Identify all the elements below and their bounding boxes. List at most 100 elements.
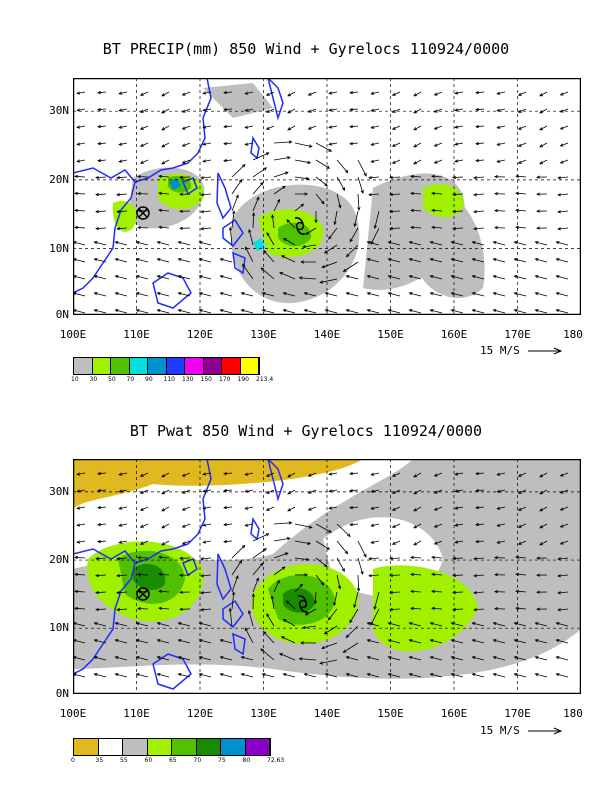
y-tick-label: 20N (49, 553, 69, 567)
wind-vector (370, 142, 380, 146)
colorbar-swatch (74, 739, 99, 755)
wind-vector (413, 472, 422, 478)
wind-vector (161, 506, 170, 512)
wind-vector (198, 639, 212, 644)
x-tick-label: 170E (504, 707, 531, 720)
wind-vector (366, 656, 380, 661)
colorbar-label: 170 (219, 376, 231, 383)
wind-vector (97, 90, 107, 95)
colorbar-label: 55 (120, 757, 128, 764)
wind-vector (97, 471, 107, 476)
wind-vector (300, 641, 317, 645)
wind-vector (76, 108, 86, 112)
wind-vector (198, 673, 212, 678)
wind-vector (349, 124, 359, 129)
wind-vector (179, 556, 191, 560)
wind-vector (555, 622, 569, 627)
wind-vector (287, 108, 296, 114)
wind-vector (97, 107, 107, 112)
wind-vector (370, 91, 380, 95)
wind-vector (475, 488, 485, 493)
wind-vector (118, 125, 128, 129)
wind-vector (177, 656, 191, 661)
wind-vector (373, 210, 380, 230)
wind-vector (139, 540, 149, 545)
wind-vector (494, 607, 506, 611)
wind-vector (223, 471, 233, 476)
wind-vector (319, 659, 338, 665)
wind-vector (240, 656, 254, 661)
colorbar-label: 130 (182, 376, 194, 383)
colorbar-label: 30 (89, 376, 98, 383)
wind-vector (139, 108, 149, 113)
wind-vector (410, 606, 422, 611)
wind-vector (307, 489, 317, 494)
wind-vector (452, 590, 464, 595)
wind-vector (114, 275, 128, 280)
wind-vector (429, 309, 443, 314)
wind-vector (370, 489, 380, 493)
wind-vector (273, 566, 286, 576)
wind-vector (473, 192, 485, 197)
wind-vector (539, 506, 548, 512)
wind-vector (336, 193, 342, 209)
wind-vector (536, 590, 548, 594)
wind-vector (252, 152, 270, 161)
wind-vector (223, 90, 233, 95)
wind-vector (450, 258, 464, 263)
wind-vector (517, 472, 527, 477)
wind-vector (357, 176, 364, 194)
wind-vector (179, 607, 191, 611)
wind-vector (370, 227, 380, 245)
wind-vector (534, 656, 548, 661)
wind-vector (473, 590, 485, 595)
colorbar-swatch (129, 358, 148, 374)
wind-vector (389, 209, 401, 214)
wind-vector (244, 472, 254, 476)
wind-vector (492, 275, 506, 280)
wind-vector (139, 142, 149, 147)
wind-vector (391, 540, 401, 545)
wind-vector (368, 175, 380, 180)
wind-vector (231, 544, 246, 559)
wind-vector (245, 246, 254, 263)
wind-vector (287, 472, 296, 478)
wind-vector (429, 292, 443, 297)
wind-vector (273, 198, 281, 212)
wind-vector (158, 572, 170, 576)
wind-vector (231, 194, 239, 212)
wind-vector (431, 208, 443, 213)
wind-vector (315, 523, 332, 533)
wind-vector (179, 590, 191, 594)
wind-vector (118, 108, 128, 112)
wind-vector (429, 656, 443, 661)
wind-vector (294, 176, 310, 181)
wind-vector (473, 556, 485, 561)
colorbar-label: 0 (71, 757, 75, 764)
wind-vector (177, 639, 191, 644)
wind-vector (536, 573, 548, 577)
wind-vector (373, 591, 380, 611)
wind-vector (137, 572, 149, 577)
wind-vector (450, 673, 464, 678)
wind-vector (200, 193, 212, 197)
wind-vector (387, 656, 401, 661)
wind-vector (198, 656, 212, 661)
wind-vector (555, 292, 569, 297)
x-tick-label: 130E (250, 707, 277, 720)
wind-vector (161, 159, 170, 165)
wind-vector (413, 108, 422, 114)
wind-vector (517, 159, 527, 164)
wind-vector (307, 506, 317, 511)
wind-vector (387, 258, 401, 263)
wind-vector (370, 506, 380, 510)
wind-vector (492, 292, 506, 297)
wind-vector (539, 108, 548, 114)
colorbar-label: 70 (126, 376, 135, 383)
wind-vector (366, 258, 380, 263)
wind-vector (179, 192, 191, 196)
wind-vector (515, 191, 527, 195)
wind-vector (539, 159, 548, 165)
colorbar-swatch (147, 739, 172, 755)
wind-vector (389, 175, 401, 180)
